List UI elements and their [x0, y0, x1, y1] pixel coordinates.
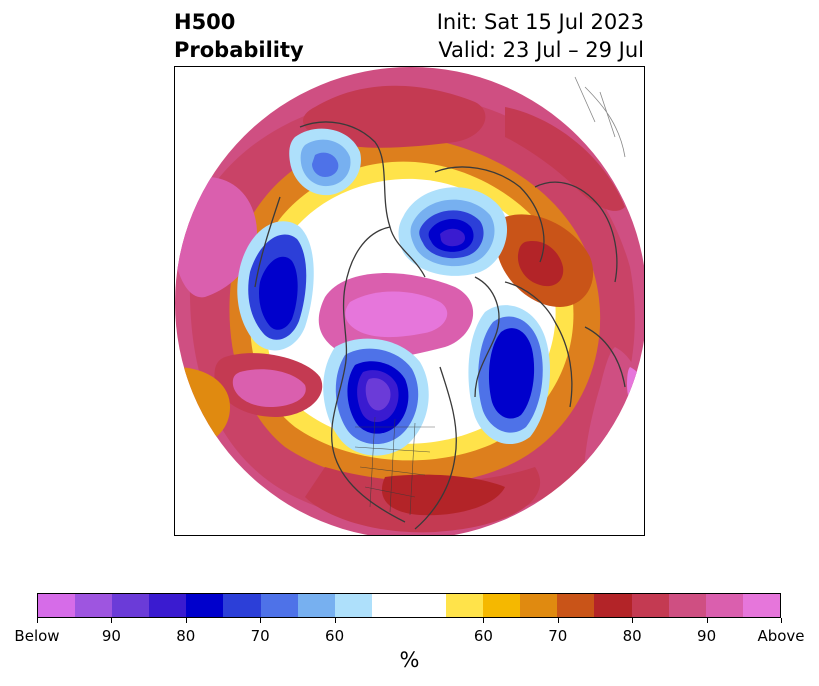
- colorbar-tick-mark: [111, 618, 113, 623]
- colorbar-tick-mark: [557, 618, 559, 623]
- colorbar-segment: [260, 594, 298, 617]
- colorbar-segment: [705, 594, 743, 617]
- colorbar-segment: [38, 594, 76, 617]
- colorbar-segment: [668, 594, 706, 617]
- colorbar-tick-label: Above: [757, 627, 805, 645]
- probability-map: [175, 67, 644, 535]
- colorbar-segment: [557, 594, 595, 617]
- polar-map: [174, 66, 645, 536]
- valid-range: Valid: 23 Jul – 29 Jul: [438, 38, 644, 62]
- colorbar: [37, 593, 781, 618]
- init-date: Init: Sat 15 Jul 2023: [436, 10, 644, 34]
- colorbar-segment: [408, 594, 447, 617]
- colorbar-segment: [483, 594, 521, 617]
- colorbar-segment: [186, 594, 224, 617]
- colorbar-tick-mark: [334, 618, 336, 623]
- title-product: Probability: [174, 38, 304, 62]
- colorbar-tick-mark: [483, 618, 485, 623]
- colorbar-unit-label: %: [399, 648, 420, 672]
- coastlines: [254, 121, 626, 530]
- colorbar-tick-mark: [37, 618, 38, 623]
- colorbar-segment: [112, 594, 150, 617]
- colorbar-tick-mark: [632, 618, 634, 623]
- colorbar-tick-label: 60: [325, 627, 345, 645]
- title-right: Init: Sat 15 Jul 2023 Valid: 23 Jul – 29…: [437, 8, 644, 64]
- colorbar-segment: [446, 594, 484, 617]
- colorbar-tick-label: 80: [622, 627, 642, 645]
- colorbar-segment: [223, 594, 261, 617]
- colorbar-tick-label: 90: [697, 627, 717, 645]
- colorbar-tick-mark: [185, 618, 187, 623]
- colorbar-segment: [334, 594, 372, 617]
- colorbar-tick-label: 90: [101, 627, 121, 645]
- colorbar-tick-mark: [781, 618, 782, 623]
- colorbar-segment: [149, 594, 187, 617]
- colorbar-segment: [371, 594, 409, 617]
- colorbar-segment: [631, 594, 669, 617]
- colorbar-tick-label: 80: [176, 627, 196, 645]
- colorbar-segment: [520, 594, 558, 617]
- title-variable: H500: [174, 10, 236, 34]
- colorbar-tick-mark: [706, 618, 708, 623]
- colorbar-tick-label: 70: [548, 627, 568, 645]
- colorbar-segment: [297, 594, 335, 617]
- colorbar-segment: [75, 594, 113, 617]
- colorbar-tick-label: 70: [250, 627, 270, 645]
- colorbar-tick-label: Below: [14, 627, 60, 645]
- colorbar-segment: [594, 594, 632, 617]
- title-left: H500 Probability: [174, 8, 304, 64]
- colorbar-tick-mark: [260, 618, 262, 623]
- colorbar-segment: [742, 594, 780, 617]
- colorbar-tick-label: 60: [473, 627, 493, 645]
